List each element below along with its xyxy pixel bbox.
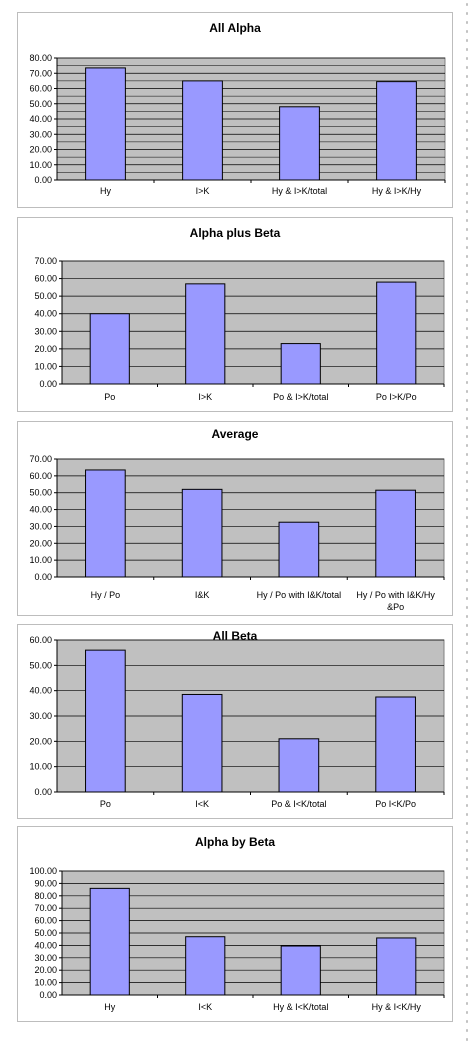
chart-panel-alpha-by-beta: Alpha by Beta 0.00 10.00 20.00 30.00 40.00 50.… <box>17 826 453 1022</box>
y-tick-label: 20.00 <box>34 344 57 354</box>
chart-panel-average: Average 0.00 10.00 20.00 30.00 40.00 50.00 60.0… <box>17 421 453 616</box>
y-tick-label: 70.00 <box>34 256 57 266</box>
bar <box>85 649 126 793</box>
chart-svg: Average 0.00 10.00 20.00 30.00 40.00 50.00 60.0… <box>29 427 445 612</box>
y-tick-label: 50.00 <box>29 488 52 498</box>
y-tick-label: 60.00 <box>29 471 52 481</box>
x-category-label: Hy & I>K/Hy <box>372 186 422 196</box>
y-tick-label: 10.00 <box>34 361 57 371</box>
y-tick-label: 0.00 <box>34 572 52 582</box>
bar <box>376 937 417 996</box>
bar <box>280 945 321 996</box>
y-tick-label: 20.00 <box>29 538 52 548</box>
bar <box>181 693 223 793</box>
y-tick-label: 30.00 <box>34 326 57 336</box>
y-tick-label: 90.00 <box>34 878 57 888</box>
bar <box>85 469 126 578</box>
y-tick-label: 70.00 <box>29 68 52 78</box>
bar <box>89 887 130 996</box>
y-tick-label: 40.00 <box>29 505 52 515</box>
y-tick-label: 50.00 <box>29 99 52 109</box>
y-tick-label: 20.00 <box>29 145 52 155</box>
chart-svg: All Beta0.0010.0020.0030.0040.0050.0060.… <box>29 629 445 809</box>
y-tick-label: 100.00 <box>29 866 57 876</box>
x-category-label: I<K <box>198 1002 212 1012</box>
chart-svg: Alpha by Beta 0.00 10.00 20.00 30.00 40.00 50.… <box>29 835 445 1012</box>
bar <box>375 489 416 578</box>
y-tick-label: 20.00 <box>34 965 57 975</box>
y-tick-label: 0.00 <box>34 175 52 185</box>
x-category-label: Hy / Po with I&K/Hy <box>356 590 435 600</box>
y-tick-label: 60.00 <box>34 274 57 284</box>
chart-panel-all-alpha: All Alpha 0.00 10.00 20.00 30.00 40.00 50.00 60… <box>17 12 453 208</box>
bar <box>376 81 417 181</box>
y-tick-label: 60.00 <box>29 84 52 94</box>
bar <box>278 738 320 793</box>
x-category-label: Po <box>104 392 115 402</box>
y-tick-label: 30.00 <box>29 521 52 531</box>
x-category-label: Po & I>K/total <box>273 392 328 402</box>
bar <box>376 281 417 385</box>
chart-svg: All Alpha 0.00 10.00 20.00 30.00 40.00 50.00 60… <box>29 21 446 196</box>
x-category-label: Po <box>100 799 111 809</box>
y-tick-label: 80.00 <box>29 53 52 63</box>
chart-panel-all-beta: All Beta 0.00 10.00 20.00 30.00 40.00 50.00 60.… <box>17 624 453 819</box>
y-tick-label: 10.00 <box>29 160 52 170</box>
page-edge-dots <box>465 0 469 1042</box>
x-category-label: Po I>K/Po <box>376 392 417 402</box>
y-tick-label: 50.00 <box>34 291 57 301</box>
y-tick-label: 30.00 <box>29 711 52 721</box>
x-category-label: Po I<K/Po <box>375 799 416 809</box>
chart-title: All Alpha <box>209 21 261 35</box>
y-tick-label: 80.00 <box>34 891 57 901</box>
y-tick-label: 0.00 <box>39 379 57 389</box>
x-category-label: Hy & I>K/total <box>272 186 327 196</box>
x-category-label: I&K <box>195 590 210 600</box>
x-category-label: &Po <box>387 602 404 612</box>
bar <box>185 936 226 996</box>
x-category-label: Hy <box>100 186 111 196</box>
x-category-label: I>K <box>198 392 212 402</box>
bar <box>182 80 223 181</box>
y-tick-label: 10.00 <box>29 555 52 565</box>
chart-svg: Alpha plus Beta 0.00 10.00 20.00 30.00 40.00 5… <box>34 226 445 402</box>
x-category-label: I>K <box>196 186 210 196</box>
x-category-label: Hy / Po <box>91 590 121 600</box>
y-tick-label: 70.00 <box>29 454 52 464</box>
bar <box>280 343 321 385</box>
bar <box>85 67 126 181</box>
x-category-label: Hy & I<K/Hy <box>372 1002 422 1012</box>
y-tick-label: 30.00 <box>29 129 52 139</box>
chart-title: Alpha plus Beta <box>190 226 281 240</box>
y-tick-label: 40.00 <box>29 686 52 696</box>
y-tick-label: 50.00 <box>29 660 52 670</box>
chart-title: Average <box>212 427 259 441</box>
bar <box>181 488 223 578</box>
x-category-label: Po & I<K/total <box>271 799 326 809</box>
y-tick-label: 50.00 <box>34 928 57 938</box>
y-tick-label: 70.00 <box>34 903 57 913</box>
y-tick-label: 0.00 <box>39 990 57 1000</box>
chart-title: Alpha by Beta <box>195 835 275 849</box>
bar <box>279 106 320 181</box>
x-category-label: Hy <box>104 1002 115 1012</box>
y-tick-label: 40.00 <box>34 309 57 319</box>
x-category-label: Hy & I<K/total <box>273 1002 328 1012</box>
y-tick-label: 0.00 <box>34 787 52 797</box>
y-tick-label: 10.00 <box>34 978 57 988</box>
bar <box>278 521 320 578</box>
bar <box>375 696 416 793</box>
y-tick-label: 40.00 <box>29 114 52 124</box>
x-category-label: Hy / Po with I&K/total <box>257 590 342 600</box>
chart-panel-alpha-plus-beta: Alpha plus Beta 0.00 10.00 20.00 30.00 40.00 5… <box>17 217 453 412</box>
y-tick-label: 40.00 <box>34 940 57 950</box>
bar <box>89 313 130 385</box>
y-tick-label: 10.00 <box>29 762 52 772</box>
bar <box>185 283 226 385</box>
y-tick-label: 30.00 <box>34 953 57 963</box>
y-tick-label: 60.00 <box>29 635 52 645</box>
x-category-label: I<K <box>195 799 209 809</box>
y-tick-label: 60.00 <box>34 916 57 926</box>
y-tick-label: 20.00 <box>29 736 52 746</box>
